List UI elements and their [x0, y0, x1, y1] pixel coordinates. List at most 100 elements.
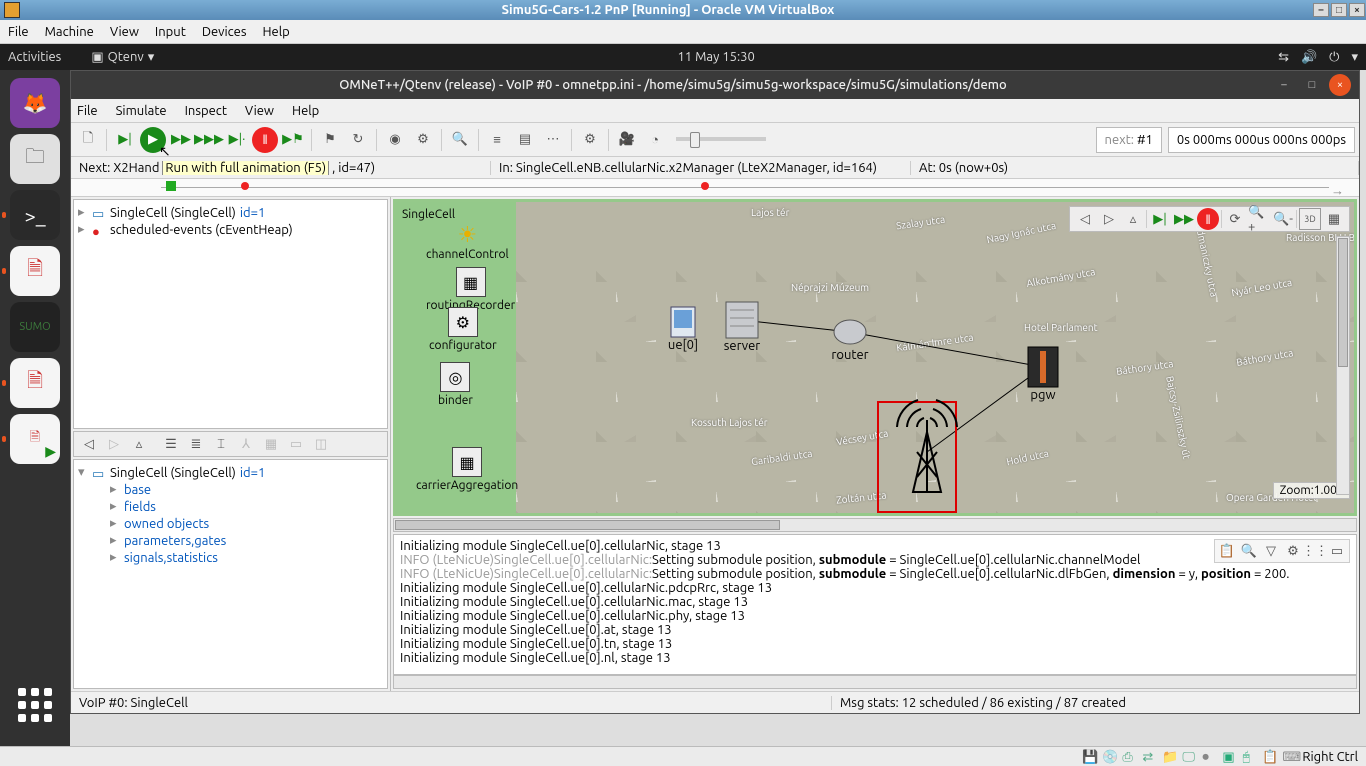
module-binder[interactable]: ◎binder: [438, 362, 473, 407]
vbox-net-icon[interactable]: ⇄: [1142, 750, 1156, 764]
insp-row[interactable]: ▸fields: [76, 498, 385, 515]
vbox-rec-icon[interactable]: ⏺: [1202, 750, 1216, 764]
qtenv-close[interactable]: ×: [1329, 74, 1351, 96]
run-button[interactable]: ▶: [140, 127, 166, 153]
layout-icon-3[interactable]: ⋯: [540, 127, 566, 153]
express-run-button[interactable]: ▶▶▶: [196, 127, 222, 153]
video-button[interactable]: 🎥: [614, 127, 640, 153]
object-tree[interactable]: ▸ ▭ SingleCell (SingleCell) id=1 ▸ ● sch…: [73, 199, 388, 429]
network-canvas[interactable]: Lajos térSzalay utcaNagy Ignác utcaRadis…: [393, 199, 1357, 516]
vbox-shared-icon[interactable]: 📁: [1162, 750, 1176, 764]
log-settings-icon[interactable]: ⚙: [1283, 542, 1303, 560]
finish-button[interactable]: ⚑: [317, 127, 343, 153]
view-grid-icon[interactable]: ▦: [260, 434, 282, 454]
menu-help[interactable]: Help: [292, 104, 319, 118]
qtenv-maximize[interactable]: □: [1301, 74, 1323, 96]
app-indicator[interactable]: ▣ Qtenv ▾: [91, 50, 154, 65]
net-node-enb[interactable]: [897, 400, 957, 492]
chevron-down-icon[interactable]: ▾: [1351, 50, 1358, 65]
canvas-grid-icon[interactable]: ▦: [1323, 208, 1345, 230]
insp-row-root[interactable]: ▾ ▭ SingleCell (SingleCell) id=1: [76, 464, 385, 481]
vbox-clip-icon[interactable]: 📋: [1262, 750, 1276, 764]
canvas-scrollbar-v[interactable]: [1336, 236, 1350, 495]
canvas-back[interactable]: ◁: [1074, 208, 1096, 230]
view-list-icon[interactable]: ☰: [160, 434, 182, 454]
speed-slider[interactable]: [676, 137, 766, 141]
canvas-up[interactable]: ▵: [1122, 208, 1144, 230]
dock-terminal[interactable]: >_: [10, 190, 60, 240]
dock-apps-grid[interactable]: [12, 682, 58, 728]
insp-row[interactable]: ▸parameters,gates: [76, 532, 385, 549]
module-configurator[interactable]: ⚙configurator: [429, 307, 497, 352]
close-button[interactable]: ×: [1349, 3, 1365, 17]
run-until-button[interactable]: ▶|·: [224, 127, 250, 153]
canvas-run[interactable]: ▶▶: [1173, 208, 1195, 230]
vbox-key-icon[interactable]: ⌨: [1282, 750, 1296, 764]
view-tree-icon[interactable]: ⌶: [210, 434, 232, 454]
canvas-relayout[interactable]: ⟳: [1224, 208, 1246, 230]
system-tray[interactable]: ⇆ 🔊 ⏻ ▾: [1278, 50, 1358, 65]
dock-editor1[interactable]: 🗎: [10, 246, 60, 296]
net-node-router[interactable]: router: [831, 320, 868, 362]
vbox-menu-devices[interactable]: Devices: [202, 25, 247, 39]
maximize-button[interactable]: □: [1331, 3, 1347, 17]
activities[interactable]: Activities: [8, 50, 61, 64]
clock[interactable]: 11 May 15:30: [154, 50, 1278, 64]
canvas-step[interactable]: ▶|: [1149, 208, 1171, 230]
vbox-hd-icon[interactable]: 💾: [1082, 750, 1096, 764]
dock-qtenv[interactable]: 🗎 ▶: [10, 414, 60, 464]
new-button[interactable]: 🗋: [75, 127, 101, 153]
menu-view[interactable]: View: [245, 104, 274, 118]
view-canvas-icon[interactable]: ▭: [285, 434, 307, 454]
menu-file[interactable]: File: [77, 104, 98, 118]
canvas-fwd[interactable]: ▷: [1098, 208, 1120, 230]
view-detail-icon[interactable]: ≣: [185, 434, 207, 454]
dock-sumo[interactable]: SUMO: [10, 302, 60, 352]
fast-run-button[interactable]: ▶▶: [168, 127, 194, 153]
log-scrollbar-h[interactable]: [393, 675, 1357, 689]
log-window-icon[interactable]: ▭: [1327, 542, 1347, 560]
qtenv-titlebar[interactable]: OMNeT++/Qtenv (release) - VoIP #0 - omne…: [71, 71, 1359, 99]
qtenv-minimize[interactable]: –: [1273, 74, 1295, 96]
canvas-zoom-out[interactable]: 🔍-: [1272, 208, 1294, 230]
search-button[interactable]: 🔍: [447, 127, 473, 153]
canvas-stop[interactable]: ‖: [1197, 208, 1219, 230]
vbox-menu-machine[interactable]: Machine: [45, 25, 94, 39]
canvas-scrollbar-h[interactable]: [393, 518, 1357, 532]
vbox-cpu-icon[interactable]: ▣: [1222, 750, 1236, 764]
layout-icon-1[interactable]: ≡: [484, 127, 510, 153]
dock-firefox[interactable]: 🦊: [10, 78, 60, 128]
rebuild-button[interactable]: ↻: [345, 127, 371, 153]
insp-row[interactable]: ▸base: [76, 481, 385, 498]
stop-button[interactable]: ‖: [252, 127, 278, 153]
speed-button[interactable]: ◔: [642, 127, 668, 153]
view-3d-icon[interactable]: ◫: [310, 434, 332, 454]
timeline[interactable]: →: [71, 179, 1359, 197]
net-node-ue[0][interactable]: ue[0]: [668, 307, 698, 352]
debug-button[interactable]: ⚙: [410, 127, 436, 153]
module-routingrecorder[interactable]: ▦routingRecorder: [426, 267, 515, 312]
layout-icon-2[interactable]: ▤: [512, 127, 538, 153]
log-filter-icon[interactable]: ▽: [1261, 542, 1281, 560]
vbox-usb-icon[interactable]: ⎙: [1122, 750, 1136, 764]
dock-editor2[interactable]: 🗎: [10, 358, 60, 408]
vbox-cd-icon[interactable]: 💿: [1102, 750, 1116, 764]
net-node-server[interactable]: server: [724, 302, 761, 353]
power-icon[interactable]: ⏻: [1329, 50, 1339, 65]
log-copy-icon[interactable]: 📋: [1217, 542, 1237, 560]
vbox-menu-help[interactable]: Help: [263, 25, 290, 39]
menu-simulate[interactable]: Simulate: [116, 104, 167, 118]
insp-row[interactable]: ▸signals,statistics: [76, 549, 385, 566]
step-button[interactable]: ▶|: [112, 127, 138, 153]
insp-row[interactable]: ▸owned objects: [76, 515, 385, 532]
canvas-zoom-in[interactable]: 🔍+: [1248, 208, 1270, 230]
log-search-icon[interactable]: 🔍: [1239, 542, 1259, 560]
vbox-menu-view[interactable]: View: [110, 25, 139, 39]
settings-button[interactable]: ⚙: [577, 127, 603, 153]
minimize-button[interactable]: –: [1313, 3, 1329, 17]
module-carrieraggregation[interactable]: ▦carrierAggregation: [416, 447, 518, 492]
volume-icon[interactable]: 🔊: [1301, 50, 1317, 65]
module-channelcontrol[interactable]: ☀ channelControl: [426, 222, 509, 261]
canvas-3d-icon[interactable]: 3D: [1299, 208, 1321, 230]
nav-up[interactable]: ▵: [128, 434, 150, 454]
